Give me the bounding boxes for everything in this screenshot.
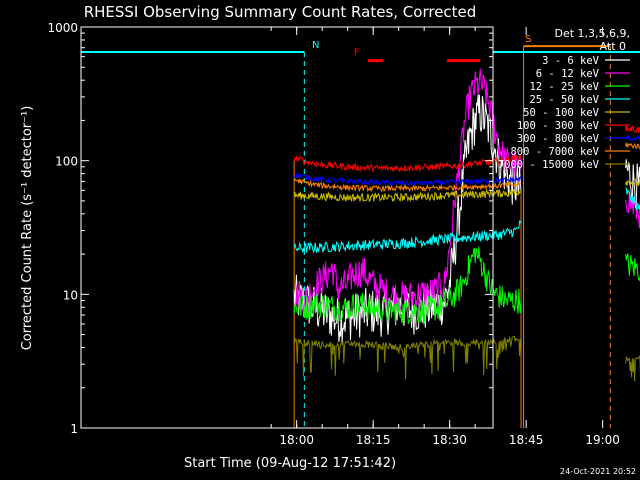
legend-entry-label: 7000 - 15000 keV [498, 159, 600, 171]
y-tick-label: 1000 [47, 21, 78, 35]
legend-entry-label: 800 - 7000 keV [510, 146, 599, 158]
series-segment-3-0 [293, 220, 522, 254]
series-segment-0-0 [293, 94, 522, 343]
legend-entry-label: 300 - 800 keV [517, 133, 600, 145]
x-tick-label: 18:15 [356, 433, 391, 447]
x-tick-label: 18:00 [279, 433, 314, 447]
y-tick-label: 100 [55, 155, 78, 169]
series-7000to15000kev [293, 335, 640, 382]
legend-entry-label: 50 - 100 keV [523, 107, 600, 119]
y-axis-label: Corrected Count Rate (s⁻¹ detector⁻¹) [20, 106, 35, 351]
legend-entry-label: 12 - 25 keV [529, 81, 599, 93]
series-segment-2-0 [293, 246, 522, 325]
series-segment-5-0 [293, 153, 522, 173]
series-100to300kev [293, 124, 640, 173]
series-800to7000kev [293, 141, 640, 193]
series-segment-2-1 [625, 253, 640, 282]
series-segment-7-0 [293, 178, 521, 193]
series-segment-4-0 [293, 188, 522, 203]
x-tick-label: 19:00 [585, 433, 620, 447]
legend-entry-label: 6 - 12 keV [536, 68, 600, 80]
y-tick-label: 1 [70, 422, 78, 436]
series-segment-6-1 [625, 134, 640, 143]
series-12to25kev [293, 246, 640, 325]
series-3to6kev [293, 94, 640, 343]
series-segment-8-0 [293, 335, 522, 380]
x-tick-label: 18:30 [432, 433, 467, 447]
legend-header-detectors: Det 1,3,5,6,9, [554, 27, 630, 40]
chart-title: RHESSI Observing Summary Count Rates, Co… [84, 3, 477, 21]
observing-flags: N F S [81, 34, 640, 428]
series-segment-1-0 [293, 68, 522, 313]
series-segment-4-1 [625, 178, 640, 188]
timestamp: 24-Oct-2021 20:52 [560, 467, 636, 476]
series-segment-8-1 [625, 355, 640, 382]
series-segment-5-1 [625, 124, 640, 134]
series-segment-0-1 [625, 159, 640, 209]
series-segment-3-1 [625, 187, 640, 217]
series-segment-6-0 [293, 172, 522, 187]
series-25to50kev [293, 187, 640, 254]
legend-header-attenuator: Att 0 [600, 40, 626, 53]
legend-entry-label: 25 - 50 keV [529, 94, 599, 106]
flag-label-n: N [312, 40, 319, 51]
series-segment-1-1 [625, 191, 640, 229]
plot-frame [80, 26, 494, 429]
x-axis-label: Start Time (09-Aug-12 17:51:42) [184, 456, 396, 471]
series-50to100kev [293, 178, 640, 203]
series-300to800kev [293, 134, 640, 187]
y-tick-label: 10 [63, 288, 78, 302]
series-segment-7-1 [625, 141, 640, 150]
series-lines [293, 68, 640, 382]
series-6to12kev [293, 68, 640, 313]
legend-entry-label: 3 - 6 keV [542, 55, 600, 67]
y-axis: 1 10 100 1000 [47, 21, 493, 436]
x-tick-label: 18:45 [509, 433, 544, 447]
flag-label-f: F [354, 48, 360, 59]
flag-label-s: S [525, 34, 531, 45]
legend-entry-label: 100 - 300 keV [517, 120, 600, 132]
